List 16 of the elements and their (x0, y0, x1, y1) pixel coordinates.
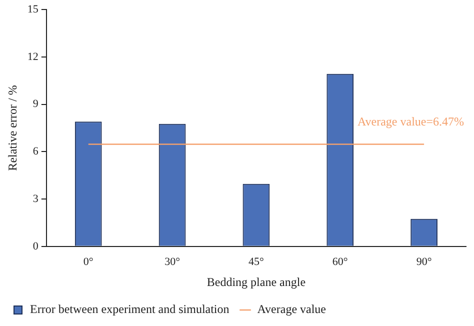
x-tick-label: 90° (416, 256, 432, 268)
x-tick-label: 60° (332, 256, 348, 268)
y-tick-label: 6 (32, 146, 39, 158)
y-tick-label: 0 (32, 240, 39, 252)
x-axis-title: Bedding plane angle (206, 274, 306, 289)
x-tick-label: 45° (248, 256, 264, 268)
y-tick-label: 3 (32, 192, 39, 205)
annotation: Average value=6.47% (358, 114, 464, 128)
y-tick-label: 9 (32, 98, 39, 110)
x-tick-label: 30° (164, 256, 180, 268)
y-axis-title: Relative error / % (5, 85, 20, 171)
y-tick-label: 15 (27, 3, 39, 16)
y-tick-label: 12 (27, 50, 38, 63)
x-tick-label: 0° (83, 256, 94, 268)
legend-label: Average value (257, 302, 326, 316)
legend-label: Error between experiment and simulation (30, 302, 230, 316)
